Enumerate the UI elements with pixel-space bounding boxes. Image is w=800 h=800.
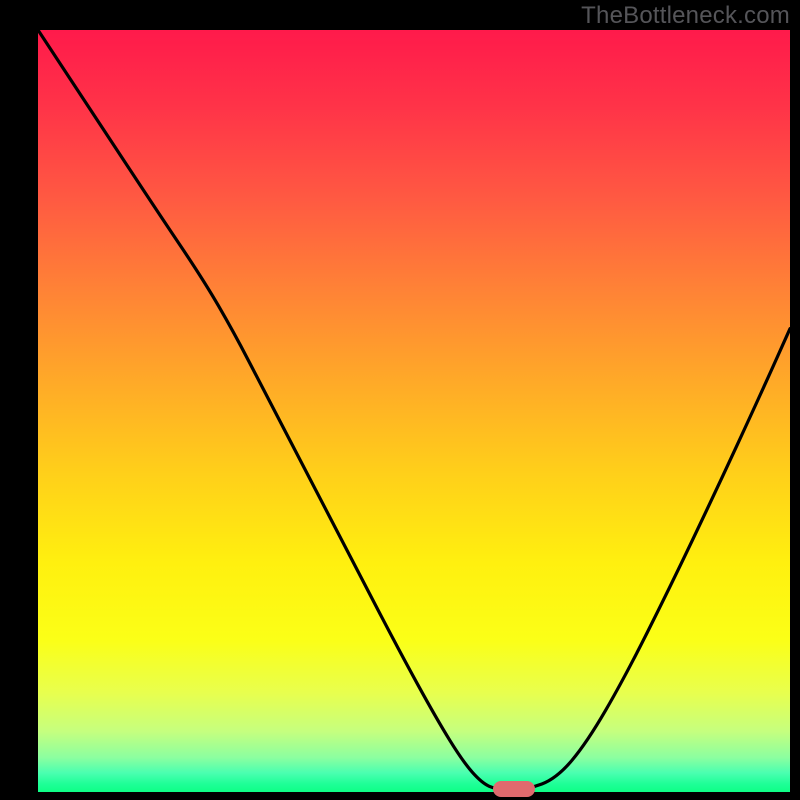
optimum-marker <box>493 781 535 797</box>
watermark-text: TheBottleneck.com <box>581 2 790 30</box>
bottleneck-curve <box>38 30 790 792</box>
plot-area <box>38 30 790 792</box>
chart-canvas: TheBottleneck.com <box>0 0 800 800</box>
